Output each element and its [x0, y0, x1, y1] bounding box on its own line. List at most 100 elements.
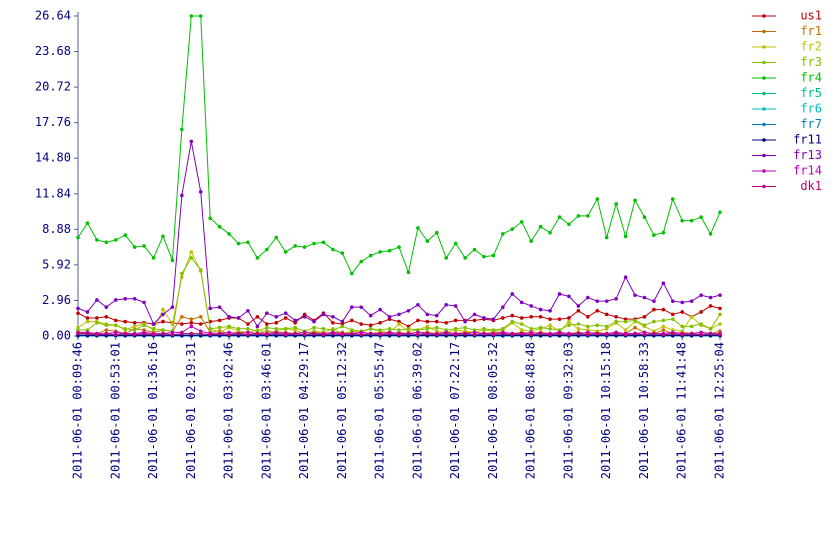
- data-point: [76, 331, 80, 336]
- data-point: [689, 324, 694, 329]
- data-point: [708, 295, 713, 300]
- data-point: [642, 332, 647, 337]
- data-point: [623, 332, 628, 337]
- data-point: [387, 248, 392, 253]
- data-point: [538, 331, 543, 336]
- data-point: [321, 240, 326, 245]
- data-point: [255, 314, 260, 319]
- y-tick-label: 14.80: [35, 151, 71, 165]
- data-point: [670, 299, 675, 303]
- data-point: [604, 324, 609, 329]
- data-point: [699, 322, 703, 326]
- data-point: [529, 332, 533, 337]
- data-point: [434, 332, 439, 337]
- data-point: [246, 332, 250, 337]
- legend-label: fr2: [800, 40, 822, 54]
- data-point: [529, 239, 533, 243]
- data-point: [510, 313, 515, 318]
- data-point: [161, 234, 165, 239]
- data-point: [189, 256, 194, 260]
- data-point: [661, 281, 666, 285]
- data-point: [434, 313, 439, 318]
- data-point: [586, 324, 590, 329]
- data-point: [406, 270, 411, 275]
- data-point: [113, 332, 118, 337]
- x-tick-label: 2011-06-01 07:22:17: [448, 342, 462, 479]
- data-point: [416, 318, 420, 323]
- data-point: [104, 314, 109, 319]
- data-point: [680, 300, 685, 305]
- x-tick-label: 2011-06-01 08:05:32: [486, 342, 500, 479]
- data-point: [633, 293, 637, 297]
- data-point: [642, 323, 647, 327]
- data-point: [340, 319, 345, 324]
- data-point: [161, 307, 165, 312]
- data-point: [595, 197, 600, 201]
- data-point: [246, 326, 250, 331]
- data-point: [482, 316, 486, 320]
- data-point: [482, 254, 486, 259]
- data-point: [633, 318, 637, 323]
- data-point: [708, 304, 713, 308]
- data-point: [340, 324, 345, 329]
- data-point: [123, 296, 128, 301]
- data-point: [387, 314, 392, 319]
- data-point: [670, 197, 675, 201]
- data-point: [670, 317, 675, 321]
- data-point: [595, 331, 600, 336]
- data-point: [661, 328, 666, 332]
- data-point: [321, 332, 326, 337]
- data-point: [368, 313, 373, 318]
- legend-marker: [762, 60, 766, 65]
- data-point: [208, 306, 212, 311]
- data-point: [132, 320, 137, 325]
- data-point: [123, 319, 128, 324]
- data-point: [614, 331, 618, 336]
- legend-label: fr11: [793, 133, 822, 147]
- data-point: [614, 296, 618, 301]
- data-point: [614, 202, 618, 206]
- data-point: [501, 305, 505, 309]
- data-point: [227, 314, 231, 319]
- data-point: [236, 241, 241, 246]
- data-point: [359, 305, 364, 309]
- data-point: [425, 312, 430, 317]
- x-tick-label: 2011-06-01 08:48:48: [524, 342, 538, 479]
- data-point: [510, 319, 515, 324]
- data-point: [661, 230, 666, 235]
- y-tick-label: 17.76: [35, 115, 71, 129]
- data-point: [652, 331, 656, 336]
- data-point: [586, 332, 590, 337]
- data-point: [718, 312, 722, 317]
- data-point: [95, 238, 99, 242]
- data-point: [453, 326, 458, 331]
- data-point: [614, 319, 618, 324]
- data-point: [708, 331, 713, 336]
- data-point: [378, 332, 382, 337]
- legend-label: fr3: [800, 55, 822, 69]
- data-point: [406, 326, 411, 331]
- x-tick-label: 2011-06-01 12:25:04: [713, 342, 727, 479]
- legend-marker: [762, 45, 766, 49]
- data-point: [340, 251, 345, 255]
- x-tick-label: 2011-06-01 03:02:46: [222, 342, 236, 479]
- y-tick-label: 2.96: [42, 293, 71, 307]
- data-point: [491, 328, 496, 332]
- data-point: [689, 314, 694, 319]
- data-point: [180, 322, 184, 326]
- data-point: [548, 308, 552, 313]
- data-point: [586, 314, 590, 319]
- data-point: [283, 316, 288, 320]
- data-point: [661, 324, 666, 329]
- data-point: [472, 247, 477, 252]
- legend-label: fr13: [793, 148, 822, 162]
- data-point: [132, 296, 137, 301]
- data-point: [538, 314, 543, 319]
- data-point: [661, 318, 666, 323]
- data-point: [680, 332, 685, 337]
- data-point: [76, 306, 80, 311]
- y-tick-label: 11.84: [35, 186, 71, 200]
- data-point: [123, 331, 128, 336]
- data-point: [331, 314, 335, 319]
